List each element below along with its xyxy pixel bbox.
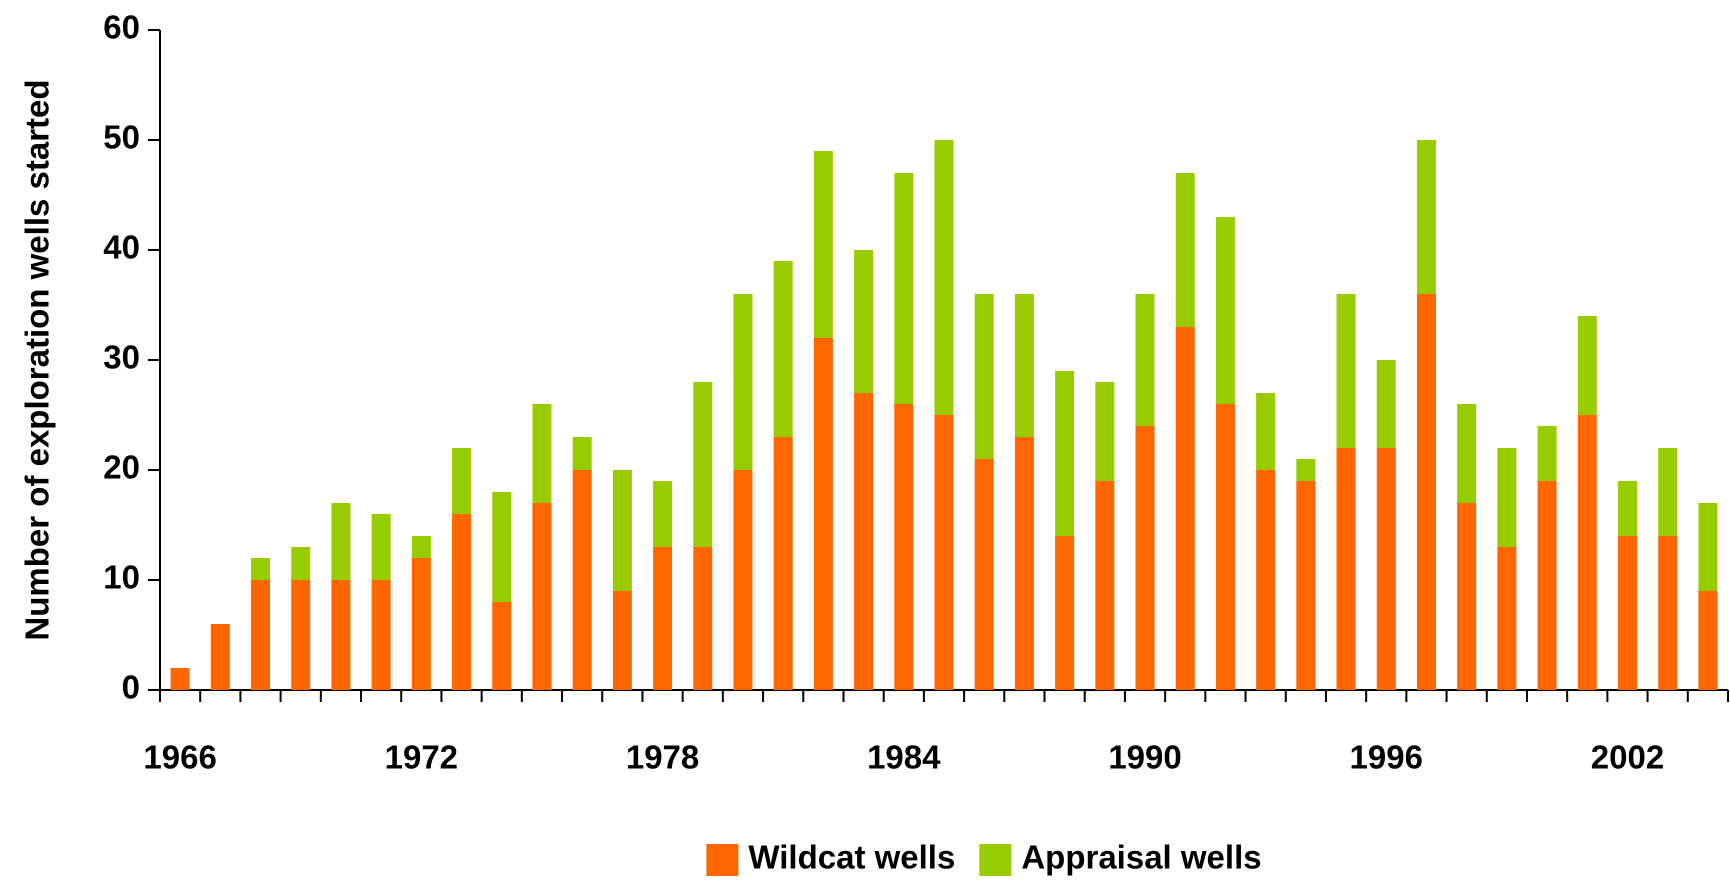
bar-segment [1014,294,1034,437]
bar-segment [1095,481,1115,690]
bar-segment [693,547,713,690]
bar-segment [411,536,431,558]
bar-segment [974,459,994,690]
bar-segment [1457,503,1477,690]
bar-segment [170,668,190,690]
bar-segment [1698,591,1718,690]
x-tick-label: 1996 [1350,739,1423,776]
bar-segment [773,437,793,690]
bar-segment [733,294,753,470]
bar-segment [1416,294,1436,690]
bar-segment [1497,448,1517,547]
y-tick-label: 50 [103,119,140,156]
bar-segment [1617,536,1637,690]
bar-segment [452,448,472,514]
bar-segment [1658,448,1678,536]
bar-segment [1698,503,1718,591]
bar-segment [532,404,552,503]
bar-segment [974,294,994,459]
y-tick-label: 20 [103,449,140,486]
bar-segment [894,173,914,404]
bar-segment [251,558,271,580]
bar-segment [1296,481,1316,690]
bar-segment [854,250,874,393]
bar-segment [1055,371,1075,536]
x-tick-label: 2002 [1591,739,1664,776]
bar-segment [1497,547,1517,690]
bar-segment [492,602,512,690]
bar-segment [1014,437,1034,690]
bar-segment [1577,415,1597,690]
bar-segment [1296,459,1316,481]
legend-label: Wildcat wells [748,839,955,876]
bar-segment [1336,448,1356,690]
x-tick-label: 1966 [143,739,216,776]
bar-segment [773,261,793,437]
bar-segment [1336,294,1356,448]
bar-segment [813,338,833,690]
bar-segment [813,151,833,338]
bar-segment [411,558,431,690]
y-tick-label: 30 [103,339,140,376]
bar-segment [693,382,713,547]
bar-segment [934,415,954,690]
bar-segment [1658,536,1678,690]
y-tick-label: 40 [103,229,140,266]
bar-segment [331,580,351,690]
bar-segment [1256,470,1276,690]
bar-segment [1135,294,1155,426]
legend-label: Appraisal wells [1021,839,1261,876]
x-tick-label: 1972 [385,739,458,776]
bar-segment [1457,404,1477,503]
bar-segment [492,492,512,602]
bar-segment [1577,316,1597,415]
bar-segment [1376,360,1396,448]
bar-segment [653,547,673,690]
x-tick-label: 1978 [626,739,699,776]
bar-segment [934,140,954,415]
bar-segment [532,503,552,690]
bar-segment [733,470,753,690]
y-tick-label: 0 [122,669,140,706]
bar-segment [1376,448,1396,690]
bar-segment [1256,393,1276,470]
bar-segment [1416,140,1436,294]
bar-segment [251,580,271,690]
bar-segment [572,437,592,470]
bar-segment [291,580,311,690]
bar-segment [210,624,230,690]
bar-segment [894,404,914,690]
bar-segment [452,514,472,690]
bar-segment [1175,327,1195,690]
y-tick-label: 10 [103,559,140,596]
bar-segment [1215,217,1235,404]
bar-segment [1175,173,1195,327]
bar-segment [1537,426,1557,481]
bar-segment [1055,536,1075,690]
bar-segment [653,481,673,547]
bar-segment [1095,382,1115,481]
bar-segment [371,580,391,690]
bar-segment [1617,481,1637,536]
bar-segment [291,547,311,580]
x-tick-label: 1984 [867,739,941,776]
y-tick-label: 60 [103,9,140,46]
legend-swatch [706,844,739,876]
legend-swatch [979,844,1012,876]
bar-segment [371,514,391,580]
bar-segment [612,591,632,690]
bar-segment [1135,426,1155,690]
bar-segment [1537,481,1557,690]
bar-segment [331,503,351,580]
bar-segment [854,393,874,690]
x-tick-label: 1990 [1108,739,1181,776]
bar-segment [1215,404,1235,690]
bar-segment [612,470,632,591]
bar-segment [572,470,592,690]
y-axis-label: Number of exploration wells started [19,79,56,640]
